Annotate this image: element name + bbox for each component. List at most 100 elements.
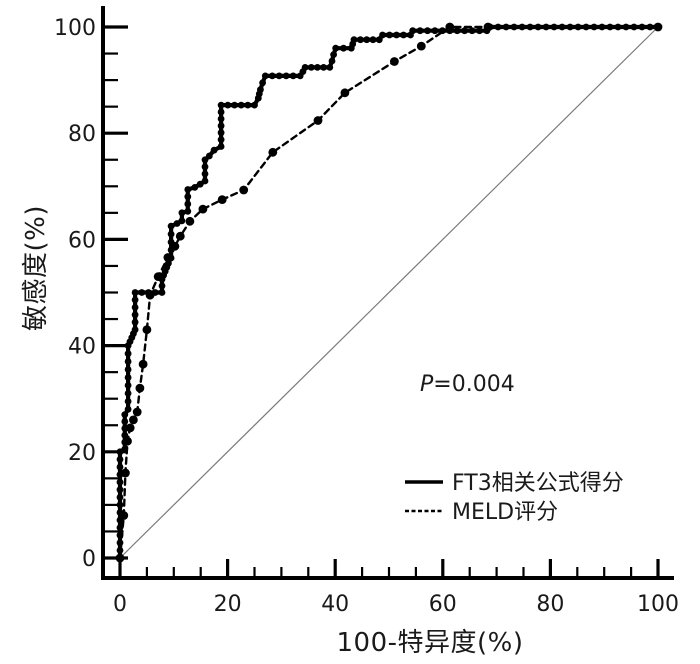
x-tick-label: 80 <box>536 592 564 617</box>
series-marker-ft3 <box>654 23 662 31</box>
series-marker-ft3 <box>116 478 124 486</box>
y-tick-label: 60 <box>68 228 96 253</box>
series-marker-meld <box>198 204 208 214</box>
series-marker-ft3 <box>201 163 209 171</box>
series-marker-ft3 <box>116 547 124 554</box>
series-marker-ft3 <box>646 23 654 31</box>
series-marker-ft3 <box>257 86 264 94</box>
x-tick-label: 0 <box>113 592 127 617</box>
series-marker-meld <box>185 216 195 226</box>
series-marker-ft3 <box>446 27 454 35</box>
series-marker-meld <box>142 325 152 335</box>
series-marker-ft3 <box>116 456 124 463</box>
series-marker-ft3 <box>424 27 431 35</box>
series-marker-ft3 <box>574 23 582 31</box>
series-marker-ft3 <box>217 143 225 150</box>
series-marker-ft3 <box>121 418 129 425</box>
series-marker-ft3 <box>201 170 209 178</box>
series-marker-ft3 <box>217 115 225 123</box>
series-marker-ft3 <box>124 374 132 381</box>
series-marker-ft3 <box>131 311 139 319</box>
series-marker-ft3 <box>261 72 269 80</box>
series-marker-ft3 <box>518 23 526 31</box>
series-marker-ft3 <box>196 180 204 188</box>
series-marker-meld <box>129 415 138 425</box>
series-marker-ft3 <box>165 259 172 267</box>
series-marker-ft3 <box>131 304 139 311</box>
legend: FT3相关公式得分 MELD评分 <box>405 471 624 525</box>
series-marker-ft3 <box>614 23 622 31</box>
series-marker-ft3 <box>205 152 213 160</box>
series-marker-ft3 <box>606 23 614 31</box>
series-marker-ft3 <box>244 101 252 109</box>
plot-area: 0 20 40 60 80 100 0 20 40 60 80 100 <box>54 6 679 617</box>
series-marker-ft3 <box>439 27 446 35</box>
series-marker-ft3 <box>138 289 146 296</box>
series-marker-ft3 <box>476 27 483 35</box>
series-marker-meld <box>135 383 145 393</box>
series-marker-meld <box>390 57 399 66</box>
series-marker-ft3 <box>158 282 166 290</box>
series-marker-ft3 <box>124 366 132 373</box>
series-marker-ft3 <box>116 509 124 516</box>
series-marker-ft3 <box>217 136 225 144</box>
series-marker-ft3 <box>350 36 358 44</box>
series-marker-ft3 <box>121 425 129 432</box>
y-tick-label: 40 <box>68 335 96 360</box>
series-marker-ft3 <box>340 44 347 52</box>
series-marker-ft3 <box>124 350 132 357</box>
series-marker-ft3 <box>289 72 297 80</box>
reference-diagonal-line <box>119 26 659 559</box>
series-marker-ft3 <box>184 193 192 201</box>
series-marker-ft3 <box>184 207 192 215</box>
series-marker-ft3 <box>409 27 417 35</box>
series-marker-meld <box>175 231 185 241</box>
series-marker-ft3 <box>131 296 139 304</box>
y-tick-label: 20 <box>68 441 96 466</box>
series-marker-ft3 <box>393 31 400 39</box>
series-marker-ft3 <box>151 289 159 296</box>
series-marker-ft3 <box>184 186 192 193</box>
series-marker-ft3 <box>468 27 476 35</box>
series-marker-ft3 <box>550 23 558 31</box>
series-marker-ft3 <box>486 23 494 31</box>
series-marker-ft3 <box>167 222 175 230</box>
p-value-annotation: P=0.004 <box>420 372 515 397</box>
series-marker-ft3 <box>201 177 209 185</box>
x-tick-label: 60 <box>429 592 457 617</box>
y-tick-label: 0 <box>82 547 96 572</box>
series-marker-ft3 <box>328 57 336 65</box>
series-marker-ft3 <box>357 36 364 44</box>
series-marker-meld <box>313 116 323 125</box>
series-marker-ft3 <box>363 36 371 44</box>
series-marker-ft3 <box>217 122 225 130</box>
series-marker-ft3 <box>431 27 439 35</box>
series-marker-ft3 <box>526 23 534 31</box>
series-marker-ft3 <box>116 516 124 524</box>
series-marker-ft3 <box>124 358 132 365</box>
x-tick-label: 40 <box>321 592 349 617</box>
series-marker-ft3 <box>116 471 124 478</box>
series-marker-ft3 <box>124 405 132 413</box>
series-marker-ft3 <box>116 486 124 494</box>
series-marker-ft3 <box>566 23 574 31</box>
series-marker-ft3 <box>259 79 266 87</box>
series-marker-ft3 <box>582 23 590 31</box>
series-marker-ft3 <box>638 23 646 31</box>
series-marker-ft3 <box>121 438 129 446</box>
series-marker-meld <box>217 195 227 205</box>
series-marker-ft3 <box>210 146 218 154</box>
series-marker-ft3 <box>416 27 424 35</box>
series-marker-ft3 <box>453 27 461 35</box>
series-marker-meld <box>138 359 148 369</box>
series-marker-ft3 <box>320 64 327 71</box>
series-marker-ft3 <box>167 238 175 246</box>
series-marker-meld <box>239 185 249 195</box>
series-marker-ft3 <box>217 108 225 116</box>
series-marker-ft3 <box>131 289 139 296</box>
series-marker-ft3 <box>116 493 124 501</box>
series-marker-ft3 <box>116 539 124 547</box>
series-marker-ft3 <box>124 398 132 405</box>
